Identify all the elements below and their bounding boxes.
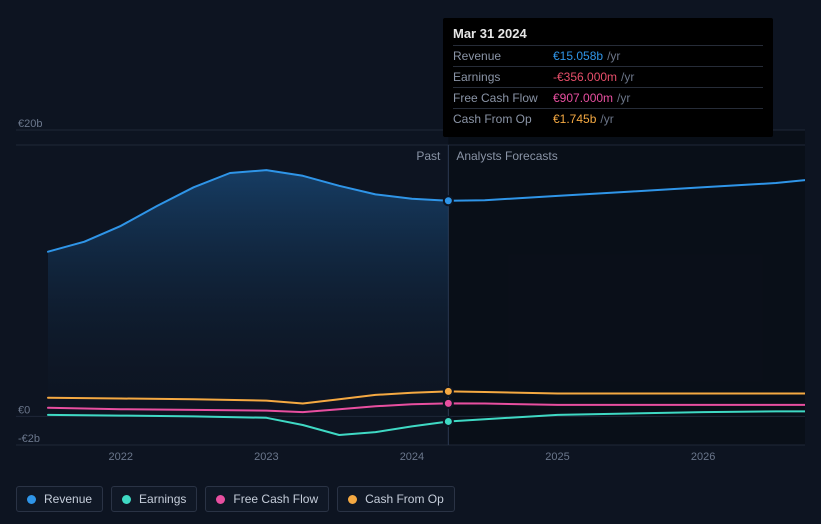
tooltip-value: -€356.000m [553, 69, 617, 85]
svg-text:Analysts Forecasts: Analysts Forecasts [456, 149, 557, 163]
tooltip-unit: /yr [600, 111, 613, 127]
svg-text:2022: 2022 [109, 451, 133, 463]
tooltip-date: Mar 31 2024 [453, 24, 763, 45]
svg-text:2023: 2023 [254, 451, 278, 463]
tooltip-label: Free Cash Flow [453, 90, 553, 106]
tooltip-unit: /yr [617, 90, 630, 106]
tooltip-row: Cash From Op€1.745b/yr [453, 108, 763, 129]
svg-text:2026: 2026 [691, 451, 715, 463]
tooltip-label: Revenue [453, 48, 553, 64]
legend-label: Cash From Op [365, 492, 444, 506]
legend-item-cfo[interactable]: Cash From Op [337, 486, 455, 512]
svg-text:-€2b: -€2b [18, 433, 40, 445]
tooltip-value: €1.745b [553, 111, 596, 127]
tooltip-value: €907.000m [553, 90, 613, 106]
legend-label: Free Cash Flow [233, 492, 318, 506]
legend-swatch-icon [122, 495, 131, 504]
svg-text:€20b: €20b [18, 118, 42, 130]
svg-text:Past: Past [416, 149, 441, 163]
legend-item-revenue[interactable]: Revenue [16, 486, 103, 512]
legend-swatch-icon [216, 495, 225, 504]
chart-tooltip: Mar 31 2024 Revenue€15.058b/yrEarnings-€… [443, 18, 773, 137]
legend-item-fcf[interactable]: Free Cash Flow [205, 486, 329, 512]
tooltip-unit: /yr [607, 48, 620, 64]
tooltip-label: Cash From Op [453, 111, 553, 127]
tooltip-row: Revenue€15.058b/yr [453, 45, 763, 66]
legend-swatch-icon [27, 495, 36, 504]
tooltip-label: Earnings [453, 69, 553, 85]
legend-label: Revenue [44, 492, 92, 506]
tooltip-row: Earnings-€356.000m/yr [453, 66, 763, 87]
svg-text:€0: €0 [18, 404, 30, 416]
svg-text:2024: 2024 [400, 451, 424, 463]
chart-legend: Revenue Earnings Free Cash Flow Cash From O… [16, 486, 455, 512]
tooltip-unit: /yr [621, 69, 634, 85]
legend-swatch-icon [348, 495, 357, 504]
legend-item-earnings[interactable]: Earnings [111, 486, 197, 512]
tooltip-value: €15.058b [553, 48, 603, 64]
svg-text:2025: 2025 [545, 451, 569, 463]
legend-label: Earnings [139, 492, 186, 506]
tooltip-row: Free Cash Flow€907.000m/yr [453, 87, 763, 108]
